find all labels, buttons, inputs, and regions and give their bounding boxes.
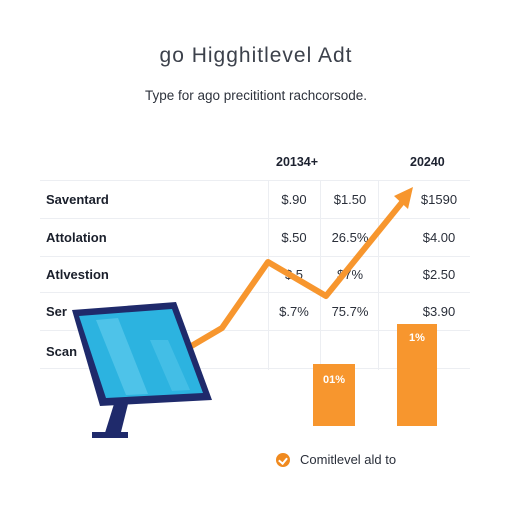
column-header: 20240 (410, 155, 445, 169)
table-divider (40, 292, 470, 293)
check-circle-icon (276, 452, 290, 467)
row-label: Saventard (46, 192, 109, 207)
table-column-divider (268, 180, 269, 370)
table-divider (40, 256, 470, 257)
table-cell: $1.50 (333, 192, 367, 207)
bar-label: 1% (409, 332, 425, 344)
page-title: go Higghitlevel Adt (159, 44, 353, 67)
table-column-divider (378, 180, 379, 370)
legend: Comitlevel ald to (276, 452, 396, 467)
table-divider (40, 368, 470, 369)
row-label: Attolation (46, 230, 107, 245)
table-cell: $4.00 (422, 230, 456, 245)
chart-bar (313, 364, 355, 426)
row-label: Atlvestion (46, 267, 109, 282)
table-cell: $.90 (281, 192, 307, 207)
row-label: Ser (46, 304, 67, 319)
table-cell: 26.5% (331, 230, 369, 245)
table-cell: $1590 (420, 192, 458, 207)
row-label: Scan (46, 344, 78, 359)
table-divider (40, 218, 470, 219)
table-cell: $3.90 (422, 304, 456, 319)
table-column-divider (320, 180, 321, 370)
table-cell: $2.50 (422, 267, 456, 282)
table-cell: $.7% (279, 304, 309, 319)
table-cell: $.50 (281, 230, 307, 245)
table-cell: 75.7% (331, 304, 369, 319)
legend-label: Comitlevel ald to (300, 452, 397, 467)
table-divider (40, 330, 470, 331)
bar-label: 01% (322, 374, 346, 386)
column-header: 20134+ (276, 155, 319, 169)
table-divider (40, 180, 470, 181)
page-subtitle: Type for ago precititiont rachcorsode. (144, 88, 368, 103)
chart-bar (397, 324, 437, 426)
